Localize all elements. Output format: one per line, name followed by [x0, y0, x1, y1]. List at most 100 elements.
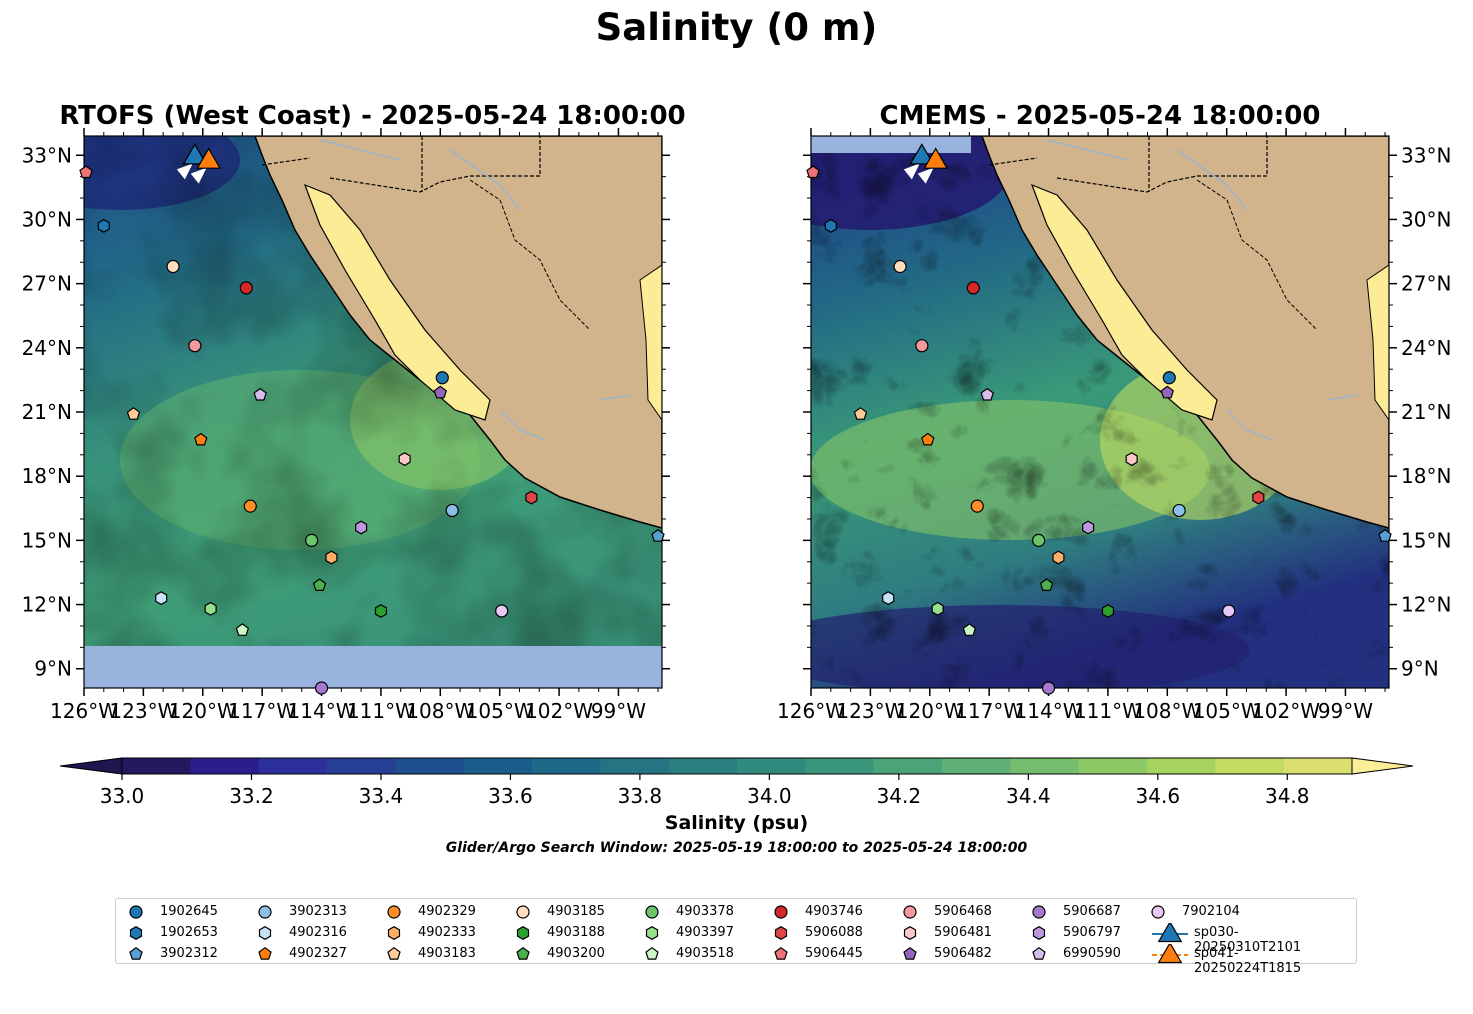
lon-tick-label: 105°W [1193, 699, 1261, 723]
legend-pentagon-icon [129, 946, 143, 960]
lon-tick-label: 123°W [109, 699, 177, 723]
legend-pentagon-icon [774, 946, 788, 960]
legend-marker-icon [645, 905, 659, 919]
legend-marker-icon [258, 905, 272, 919]
lat-tick-label: 24°N [22, 336, 72, 360]
observation-4902327 [194, 432, 208, 446]
legend-marker-icon [387, 905, 401, 919]
legend-marker-icon [387, 946, 401, 960]
lat-tick-label: 27°N [22, 272, 72, 296]
legend-circle-icon [1151, 905, 1165, 919]
observation-4903397 [204, 601, 217, 616]
lat-tick-label: 21°N [1401, 400, 1451, 424]
colorbar-bin [463, 758, 533, 774]
legend-circle-icon [258, 905, 272, 919]
lat-tick-label: 24°N [1401, 336, 1451, 360]
lat-tick-label: 15°N [22, 528, 72, 552]
legend-label: 5906468 [934, 904, 992, 919]
legend-label: sp041-20250224T1815 [1194, 946, 1302, 976]
legend-label: 4903746 [805, 904, 863, 919]
legend-marker-icon [258, 926, 272, 940]
right-map-title: CMEMS - 2025-05-24 18:00:00 [879, 101, 1321, 131]
colorbar-tick-label: 33.0 [100, 784, 145, 808]
colorbar-bin [1147, 758, 1216, 774]
lon-tick-label: 111°W [1074, 699, 1142, 723]
colorbar-label: Salinity (psu) [664, 812, 809, 834]
lon-tick-label: 126°W [777, 699, 845, 723]
observation-4903185 [893, 259, 907, 274]
lon-tick-label: 117°W [228, 699, 296, 723]
lat-tick-label: 15°N [1401, 528, 1451, 552]
observation-4902316 [155, 591, 168, 606]
observation-5906088 [1252, 490, 1265, 505]
observation-5906481 [398, 452, 411, 467]
colorbar: 33.0 33.2 33.4 33.6 33.8 34.0 34.2 34.4 34.6 34.8 [59, 757, 1414, 808]
observation-sp030-20250310T2101 [182, 143, 208, 165]
legend-marker-icon [1152, 923, 1188, 943]
observation-7902104 [1222, 604, 1236, 618]
legend-label: 4902329 [418, 904, 476, 919]
colorbar-tick-label: 34.4 [1006, 784, 1051, 808]
legend-marker-icon [645, 926, 659, 940]
observation-4903518 [235, 623, 250, 636]
legend-triangle-icon [1157, 923, 1183, 943]
legend-marker-icon [645, 946, 659, 960]
legend-pentagon-icon [903, 946, 917, 960]
lat-tick-label: 30°N [22, 207, 72, 231]
observation-4902329 [970, 499, 984, 513]
observation-4902333 [325, 550, 338, 565]
left-observations [79, 143, 665, 695]
legend-marker-icon [129, 905, 143, 919]
observation-5906481 [1125, 452, 1138, 467]
legend-label: 4903185 [547, 904, 605, 919]
observation-4902316 [882, 591, 895, 606]
colorbar-bin [327, 758, 396, 774]
colorbar-bin [737, 758, 806, 774]
legend-marker-icon [903, 905, 917, 919]
legend-triangle-icon [1157, 944, 1183, 964]
colorbar-tick-label: 34.2 [877, 784, 922, 808]
legend-label: 5906445 [805, 946, 863, 961]
observation-4903746 [239, 281, 253, 295]
legend-hexagon-icon [774, 926, 788, 940]
colorbar-tick-label: 33.2 [229, 784, 274, 808]
lat-tick-label: 12°N [1401, 593, 1451, 617]
right-nodata-strip [811, 136, 971, 153]
figure-title: Salinity (0 m) [595, 6, 878, 49]
legend-marker-icon [1152, 944, 1188, 964]
colorbar-tick-label: 34.0 [747, 784, 792, 808]
legend-hexagon-icon [387, 926, 401, 940]
observation-sp041-20250224T1815 [196, 147, 222, 169]
left-nodata-band [84, 646, 662, 688]
observation-4903183 [126, 407, 141, 420]
observation-sp041-20250224T1815 [923, 147, 949, 169]
lon-tick-label: 123°W [836, 699, 904, 723]
colorbar-bin [1010, 758, 1080, 774]
observation-1902645 [1162, 371, 1176, 385]
observation-5906482 [433, 385, 448, 399]
legend-circle-icon [516, 905, 530, 919]
colorbar-bin [532, 758, 601, 774]
legend-hexagon-icon [1032, 926, 1046, 940]
lon-tick-label: 102°W [1252, 699, 1320, 723]
right-axis-ticks: 126°W123°W120°W117°W114°W111°W108°W105°W… [777, 128, 1451, 723]
lon-tick-label: 120°W [896, 699, 964, 723]
right-map: 126°W123°W120°W117°W114°W111°W108°W105°W… [777, 128, 1451, 723]
observation-4903188 [1101, 604, 1115, 618]
observation-1902653 [824, 218, 837, 233]
observation-1902645 [435, 371, 449, 385]
observation-4903378 [1032, 533, 1046, 547]
legend-label: 6990590 [1063, 946, 1121, 961]
observation-4903188 [374, 604, 387, 618]
legend-hexagon-icon [903, 926, 917, 940]
colorbar-bin [395, 758, 465, 774]
legend-label: 1902645 [160, 904, 218, 919]
lat-tick-label: 21°N [22, 400, 72, 424]
legend-marker-icon [516, 905, 530, 919]
legend-pentagon-icon [387, 946, 401, 960]
legend-marker-icon [1032, 905, 1046, 919]
legend-circle-icon [1032, 905, 1046, 919]
legend-marker-icon [387, 926, 401, 940]
legend: 1902645 1902653 3902312 3902313 4902316 49023… [115, 898, 1357, 976]
